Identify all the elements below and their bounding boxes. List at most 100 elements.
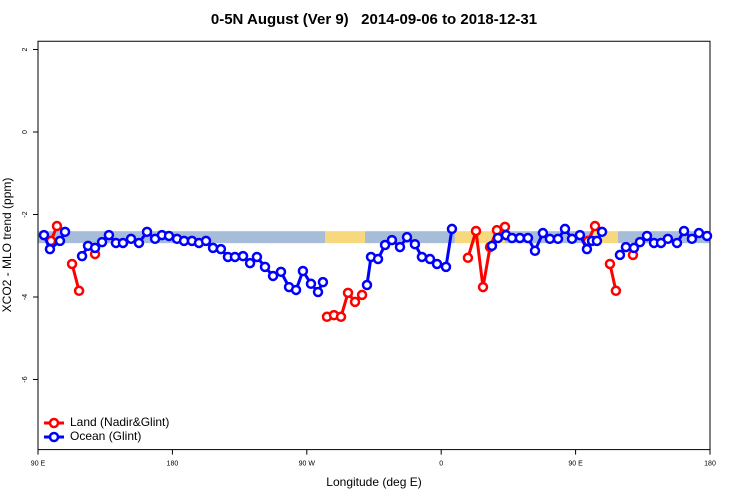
data-point [215,243,227,255]
data-point [207,242,219,254]
band-segment [325,231,366,244]
data-point [634,236,646,248]
data-point [290,284,302,296]
data-point [678,225,690,237]
data-point [522,232,534,244]
data-point [361,279,373,291]
data-point [141,226,153,238]
legend-marker [48,431,60,443]
data-point [614,249,626,261]
data-point [89,242,101,254]
data-point [628,242,640,254]
data-point [372,253,384,265]
data-point [610,285,622,297]
data-point [275,266,287,278]
y-tick-label: 0 [22,130,29,134]
data-point [574,229,586,241]
data-point [641,230,653,242]
data-point [529,245,541,257]
data-point [59,226,71,238]
data-point [462,252,474,264]
data-point [394,241,406,253]
chart-title: 0-5N August (Ver 9) 2014-09-06 to 2018-1… [211,11,537,28]
legend-label: Ocean (Glint) [70,429,141,443]
data-point [620,241,632,253]
data-point [386,234,398,246]
y-tick-label: -2 [22,211,29,217]
data-point [440,261,452,273]
data-point [267,270,279,282]
data-point [163,230,175,242]
data-point [401,231,413,243]
legend-label: Land (Nadir&Glint) [70,415,169,429]
data-point [342,287,354,299]
x-tick-label: 0 [439,460,443,467]
data-point [566,233,578,245]
x-tick-label: 90 W [299,460,316,467]
y-tick-label: -4 [22,294,29,300]
data-point [73,285,85,297]
data-point [662,233,674,245]
y-tick-label: -6 [22,376,29,382]
data-point [671,237,683,249]
data-point [514,232,526,244]
data-point [559,223,571,235]
y-tick-label: 2 [22,47,29,51]
data-point [335,311,347,323]
data-point [470,225,482,237]
data-point [51,220,63,232]
data-point [596,226,608,238]
data-point [552,233,564,245]
data-point [486,240,498,252]
data-point [424,253,436,265]
data-point [477,281,489,293]
data-point [591,235,603,247]
data-point [499,221,511,233]
data-point [76,250,88,262]
y-axis-label: XCO2 - MLO trend (ppm) [0,178,14,313]
data-point [103,229,115,241]
data-point [409,238,421,250]
x-tick-label: 180 [167,460,179,467]
x-tick-label: 90 E [31,460,46,467]
data-point [537,227,549,239]
data-point [305,278,317,290]
data-point [38,229,50,241]
data-point [96,236,108,248]
data-point [446,223,458,235]
data-point [54,235,66,247]
data-point [312,286,324,298]
x-tick-label: 90 E [568,460,583,467]
data-point [604,258,616,270]
data-point [693,227,705,239]
data-point [356,289,368,301]
data-point [66,258,78,270]
data-point [125,233,137,245]
data-point [431,258,443,270]
data-point [200,235,212,247]
data-point [544,233,556,245]
data-point [349,296,361,308]
data-point [589,220,601,232]
data-point [416,251,428,263]
x-axis-label: Longitude (deg E) [326,475,421,489]
data-point [133,237,145,249]
data-point [379,239,391,251]
x-tick-label: 180 [704,460,716,467]
data-point [686,233,698,245]
data-point [229,251,241,263]
data-point [492,232,504,244]
data-point [259,261,271,273]
data-point [297,265,309,277]
data-point [244,257,256,269]
plot-frame [37,40,711,451]
data-point [701,230,713,242]
data-point [317,276,329,288]
data-point [251,251,263,263]
data-point [237,250,249,262]
data-point [44,243,56,255]
data-point [581,243,593,255]
data-point [117,237,129,249]
legend-marker [48,417,60,429]
